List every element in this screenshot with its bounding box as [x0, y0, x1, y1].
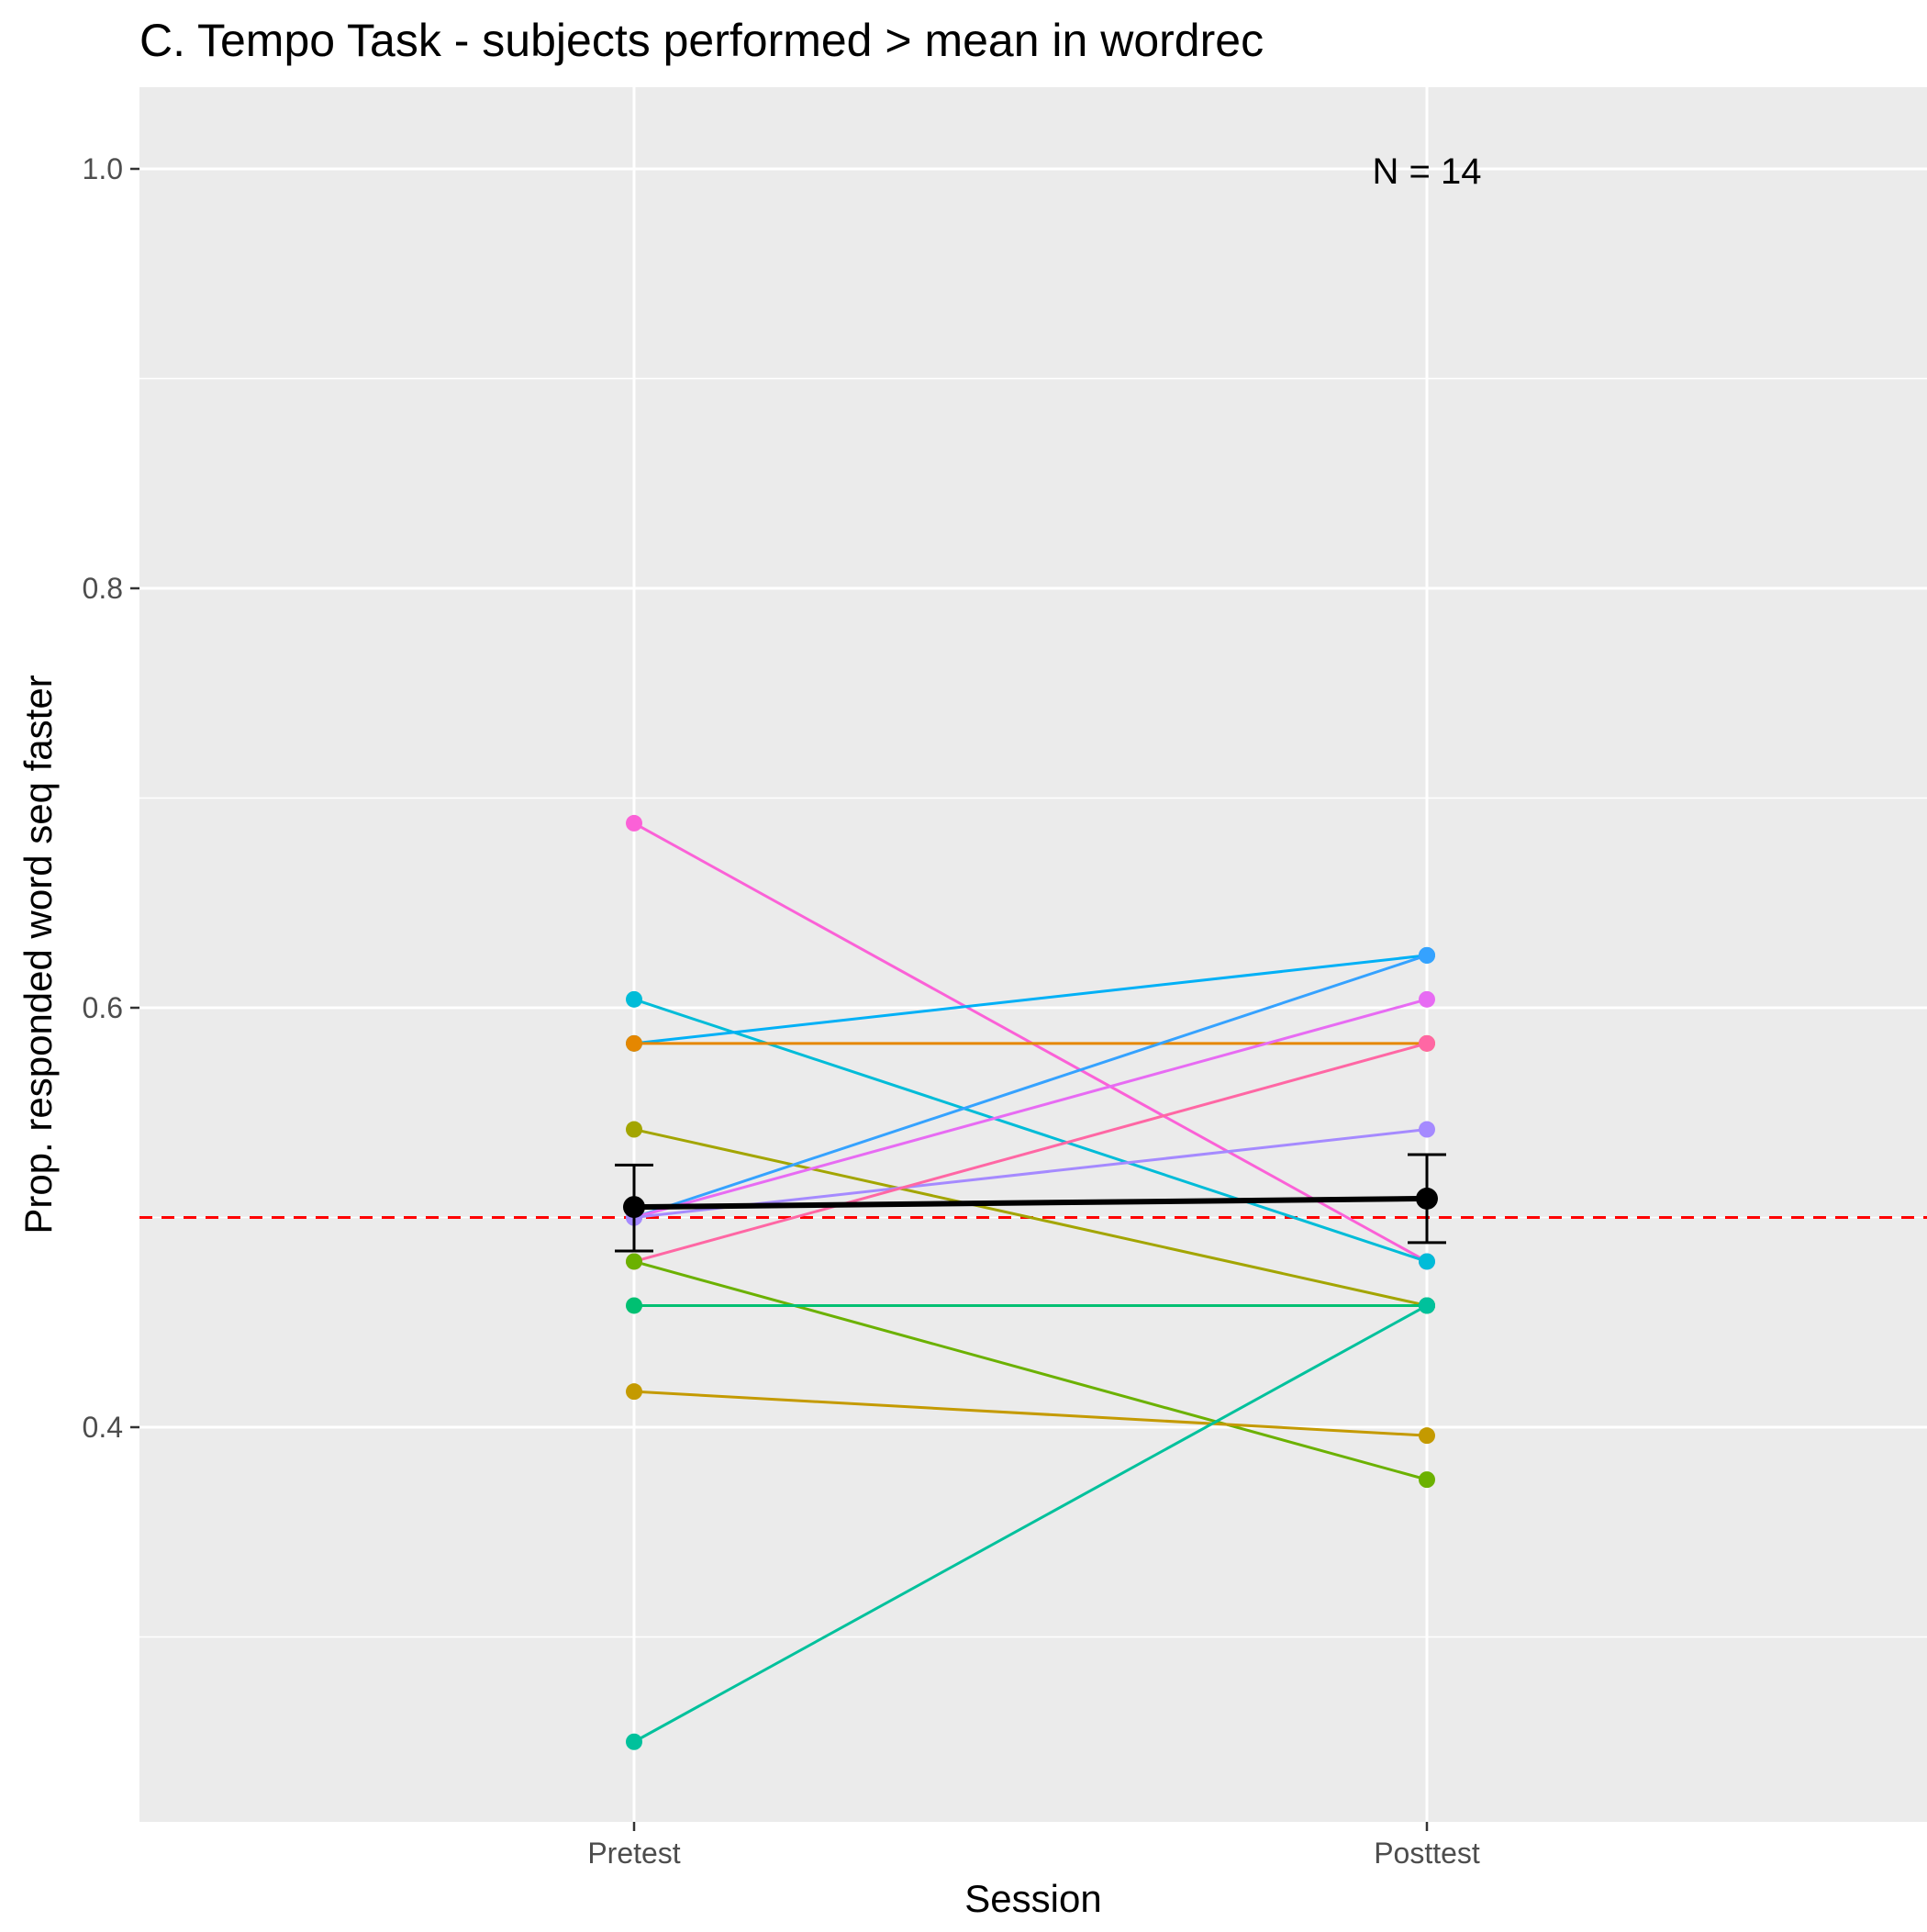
subject-point: [1419, 1034, 1435, 1052]
y-tick-label: 0.4: [83, 1411, 123, 1444]
x-tick-label: Pretest: [587, 1837, 680, 1870]
subject-line: [633, 998, 1428, 1219]
axes-group: 0.4 0.6 0.8 1.0 Pretest Posttest: [83, 152, 1480, 1870]
subject-line: [633, 1390, 1428, 1437]
x-axis-title: Session: [964, 1877, 1101, 1920]
subject-point: [1419, 946, 1435, 964]
subject-point: [626, 814, 642, 832]
y-tick-label: 0.6: [83, 991, 123, 1024]
y-tick-label: 0.8: [83, 572, 123, 605]
subject-line: [633, 1128, 1428, 1307]
subject-line: [633, 1304, 1428, 1744]
subject-point: [626, 1297, 642, 1314]
y-axis-title: Prop. responded word seq faster: [17, 675, 60, 1234]
subject-line: [633, 954, 1428, 1219]
subject-point: [626, 1253, 642, 1270]
series-lines-group: [626, 814, 1435, 1750]
subject-line: [633, 1128, 1428, 1219]
x-tick-label: Posttest: [1374, 1837, 1480, 1870]
mean-point: [623, 1196, 645, 1219]
y-tick-label: 1.0: [83, 152, 123, 185]
subject-point: [1419, 1253, 1435, 1270]
chart-title: C. Tempo Task - subjects performed > mea…: [139, 15, 1264, 66]
subject-point: [1419, 1427, 1435, 1445]
subject-point: [626, 1733, 642, 1750]
subject-point: [1419, 1121, 1435, 1138]
subject-line: [633, 1042, 1428, 1263]
subject-point: [626, 1034, 642, 1052]
subject-point: [626, 1121, 642, 1138]
mean-series-group: [615, 1153, 1446, 1253]
subject-point: [1419, 1297, 1435, 1314]
mean-point: [1416, 1187, 1438, 1210]
gridlines: [139, 87, 1927, 1822]
subject-point: [626, 1383, 642, 1401]
subject-point: [1419, 1471, 1435, 1489]
sample-size-annotation: N = 14: [1373, 151, 1482, 192]
plot-panel: [139, 87, 1927, 1822]
mean-line: [633, 1195, 1428, 1211]
subject-line: [633, 1260, 1428, 1481]
subject-point: [1419, 990, 1435, 1008]
subject-point: [626, 990, 642, 1008]
subject-line: [633, 954, 1428, 1045]
